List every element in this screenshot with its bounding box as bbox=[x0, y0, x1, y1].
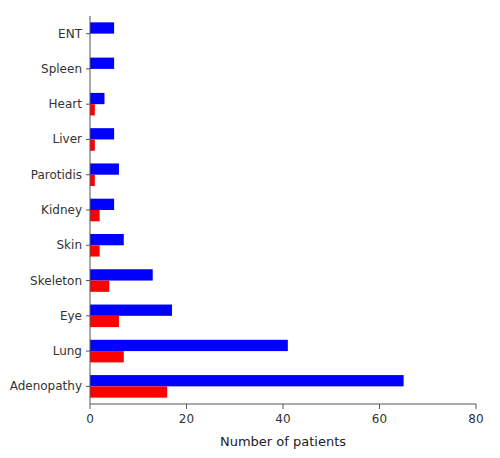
bar bbox=[90, 58, 114, 69]
x-axis-line bbox=[90, 404, 476, 405]
bar bbox=[90, 175, 95, 186]
y-tick bbox=[86, 139, 90, 140]
bar bbox=[90, 139, 95, 150]
x-tick bbox=[283, 404, 284, 409]
bar bbox=[90, 128, 114, 139]
y-tick-label: Lung bbox=[53, 344, 82, 358]
bar bbox=[90, 305, 172, 316]
x-tick bbox=[476, 404, 477, 409]
y-tick bbox=[86, 351, 90, 352]
x-axis-label: Number of patients bbox=[220, 434, 346, 449]
bar bbox=[90, 375, 404, 386]
x-axis: 0 20 40 60 80 bbox=[86, 404, 483, 426]
bar bbox=[90, 104, 95, 115]
x-tick-label: 0 bbox=[86, 412, 94, 426]
x-tick-label: 80 bbox=[468, 412, 483, 426]
bar bbox=[90, 316, 119, 327]
bar bbox=[90, 22, 114, 33]
chart-container: 0 20 40 60 80 Adenopathy Lung Eye Skeleton Skin Ki… bbox=[0, 0, 500, 458]
bar bbox=[90, 386, 167, 397]
bar bbox=[90, 340, 288, 351]
y-tick-label: Skeleton bbox=[30, 274, 82, 288]
bar bbox=[90, 269, 153, 280]
chart: 0 20 40 60 80 Adenopathy Lung Eye Skeleton Skin Ki… bbox=[0, 0, 500, 458]
y-tick-label: Liver bbox=[53, 132, 83, 146]
x-tick bbox=[90, 404, 91, 409]
y-tick bbox=[86, 33, 90, 34]
y-tick-label: Adenopathy bbox=[10, 379, 82, 393]
bar bbox=[90, 281, 109, 292]
y-tick bbox=[86, 245, 90, 246]
y-tick-label: Kidney bbox=[41, 203, 82, 217]
x-tick-label: 60 bbox=[372, 412, 387, 426]
y-tick-label: Parotidis bbox=[31, 168, 82, 182]
y-tick-label: Heart bbox=[49, 97, 83, 111]
y-tick bbox=[86, 104, 90, 105]
y-tick-label: ENT bbox=[58, 27, 83, 41]
bar bbox=[90, 245, 100, 256]
bar bbox=[90, 351, 124, 362]
y-tick bbox=[86, 174, 90, 175]
bars bbox=[90, 22, 404, 397]
y-tick bbox=[86, 315, 90, 316]
bar bbox=[90, 93, 104, 104]
bar bbox=[90, 210, 100, 221]
y-tick bbox=[86, 210, 90, 211]
y-tick bbox=[86, 386, 90, 387]
bar bbox=[90, 163, 119, 174]
x-tick-label: 40 bbox=[275, 412, 290, 426]
y-axis: Adenopathy Lung Eye Skeleton Skin Kidney Parot… bbox=[10, 16, 90, 404]
x-tick bbox=[186, 404, 187, 409]
bar bbox=[90, 199, 114, 210]
x-tick bbox=[379, 404, 380, 409]
y-tick-label: Eye bbox=[60, 309, 82, 323]
bar bbox=[90, 234, 124, 245]
y-tick-label: Skin bbox=[56, 238, 82, 252]
y-tick bbox=[86, 68, 90, 69]
y-tick bbox=[86, 280, 90, 281]
x-tick-label: 20 bbox=[179, 412, 194, 426]
y-tick-label: Spleen bbox=[41, 62, 82, 76]
